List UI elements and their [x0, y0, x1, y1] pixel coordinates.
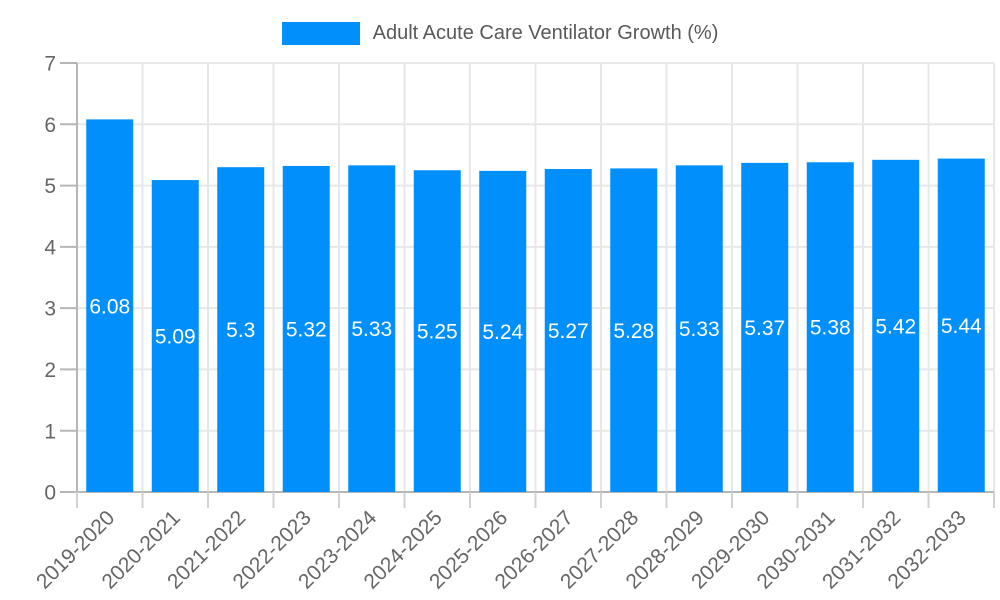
- bar[interactable]: [872, 159, 920, 492]
- bar[interactable]: [675, 165, 723, 492]
- y-axis-label: 4: [44, 236, 56, 259]
- bar-value-label: 5.32: [286, 319, 327, 342]
- bar[interactable]: [282, 165, 330, 492]
- bar-value-label: 5.25: [417, 321, 458, 344]
- bar[interactable]: [151, 180, 199, 492]
- y-axis-label: 6: [44, 114, 56, 137]
- bar[interactable]: [413, 170, 461, 492]
- bar-value-label: 5.33: [351, 318, 392, 341]
- y-axis-label: 1: [44, 420, 56, 443]
- y-axis-label: 2: [44, 359, 56, 382]
- bar-value-label: 5.24: [482, 321, 523, 344]
- y-axis-labels: 0 1 2 3 4 5 6 7: [44, 53, 56, 505]
- legend-label: Adult Acute Care Ventilator Growth (%): [372, 21, 719, 44]
- y-axis-label: 7: [44, 53, 56, 76]
- bar-value-label: 6.08: [89, 295, 130, 318]
- bar[interactable]: [544, 169, 592, 492]
- bar-value-label: 5.38: [810, 317, 851, 340]
- bar[interactable]: [479, 170, 527, 492]
- bar-value-label: 5.44: [941, 315, 982, 338]
- y-axis-label: 5: [44, 175, 56, 198]
- y-axis-label: 3: [44, 298, 56, 321]
- bar-value-label: 5.09: [155, 326, 196, 349]
- legend-item[interactable]: Adult Acute Care Ventilator Growth (%): [0, 21, 1000, 45]
- gridlines: [77, 62, 995, 492]
- value-labels: 6.08 5.09 5.3 5.32 5.33 5.25 5.24 5.27 5.28 5.33 5…: [89, 295, 982, 348]
- x-axis-labels: 2019-20202020-20212021-20222022-20232023…: [32, 506, 971, 594]
- bars-series: [86, 119, 985, 493]
- bar-value-label: 5.27: [548, 320, 589, 343]
- bar[interactable]: [937, 158, 985, 492]
- bar[interactable]: [610, 168, 658, 492]
- legend-marker: [281, 21, 360, 45]
- bar[interactable]: [217, 167, 265, 492]
- bar[interactable]: [86, 119, 134, 492]
- bar-value-label: 5.28: [613, 320, 654, 343]
- bar[interactable]: [741, 162, 789, 492]
- bar-value-label: 5.42: [875, 315, 916, 338]
- bar-value-label: 5.3: [226, 319, 255, 342]
- y-axis-label: 0: [44, 482, 56, 505]
- bar-value-label: 5.33: [679, 318, 720, 341]
- bar[interactable]: [348, 165, 396, 492]
- bar-value-label: 5.37: [744, 317, 785, 340]
- bar[interactable]: [806, 162, 854, 493]
- axes: [60, 62, 995, 508]
